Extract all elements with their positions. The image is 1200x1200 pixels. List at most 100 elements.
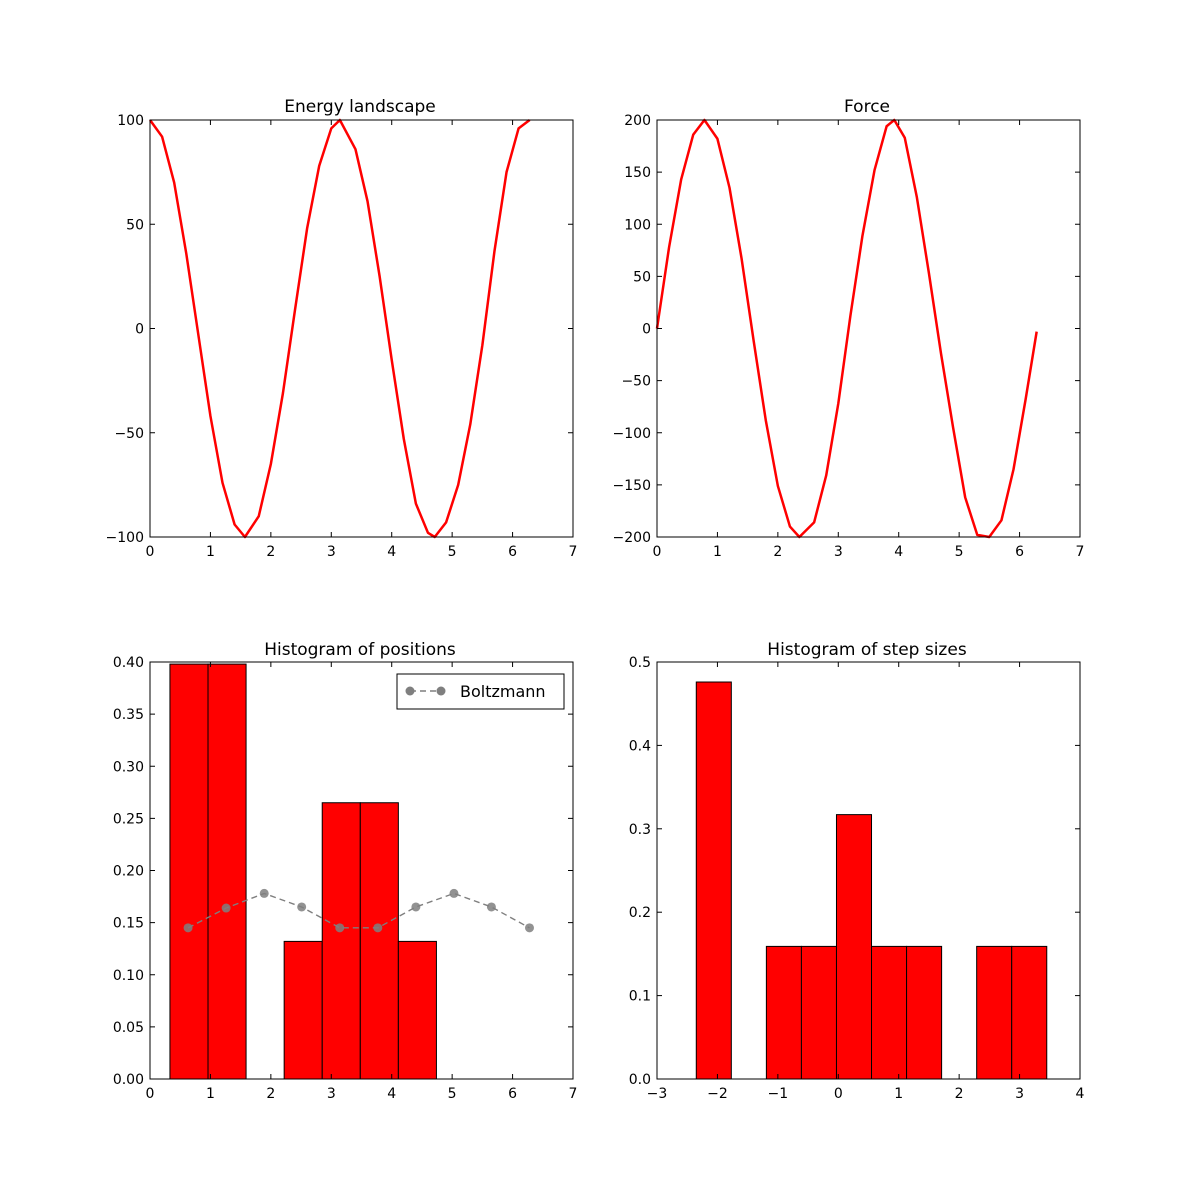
histogram-bar bbox=[765, 945, 802, 1080]
y-tick-label: 0.40 bbox=[113, 655, 144, 671]
y-tick-label: 0.15 bbox=[113, 916, 144, 932]
histogram-bar bbox=[359, 802, 399, 1080]
y-tick-label: 0 bbox=[642, 322, 651, 338]
legend: Boltzmann bbox=[396, 673, 565, 710]
x-tick-label: 5 bbox=[448, 1086, 457, 1102]
x-tick-label: −1 bbox=[768, 1086, 789, 1102]
energy-landscape-panel: Energy landscape 0 1 2 3 4 5 6 7 −100 −50 0 50 100 bbox=[106, 97, 578, 560]
y-tick-label: 0.5 bbox=[629, 655, 651, 671]
y-tick-label: 200 bbox=[624, 113, 651, 129]
series-line bbox=[655, 118, 1038, 539]
x-tick-label: 3 bbox=[327, 1086, 336, 1102]
x-tick-label: 7 bbox=[1076, 544, 1085, 560]
histogram-bar bbox=[283, 940, 323, 1080]
y-tick-label: 0 bbox=[135, 322, 144, 338]
positions-histogram-panel: Histogram of positions 0 1 2 3 4 5 6 7 0.00 0.05 0… bbox=[113, 640, 578, 1102]
x-tick-label: 4 bbox=[894, 544, 903, 560]
x-tick-label: 7 bbox=[569, 1086, 578, 1102]
x-tick-label: 1 bbox=[713, 544, 722, 560]
x-tick-label: 7 bbox=[569, 544, 578, 560]
force-plot-area bbox=[655, 118, 1038, 539]
x-tick-label: 0 bbox=[834, 1086, 843, 1102]
histogram-bar bbox=[169, 663, 209, 1080]
y-tick-label: 50 bbox=[126, 217, 144, 233]
x-tick-label: −3 bbox=[647, 1086, 668, 1102]
boltzmann-point bbox=[373, 923, 383, 933]
step-sizes-histogram-panel: Histogram of step sizes −3 −2 −1 0 1 2 3 4 0.0 0.… bbox=[629, 640, 1085, 1102]
positions-histogram-plot-area bbox=[169, 663, 534, 1080]
x-tick-label: 5 bbox=[955, 544, 964, 560]
step-sizes-histogram-title: Histogram of step sizes bbox=[767, 640, 967, 660]
histogram-bar bbox=[1011, 945, 1048, 1080]
y-tick-label: 0.25 bbox=[113, 811, 144, 827]
x-tick-label: 6 bbox=[1015, 544, 1024, 560]
histogram-bar bbox=[800, 945, 837, 1080]
y-tick-label: 0.4 bbox=[629, 738, 651, 754]
force-title: Force bbox=[844, 97, 890, 117]
y-tick-label: −50 bbox=[114, 426, 144, 442]
y-tick-label: −200 bbox=[613, 530, 651, 546]
histogram-bar bbox=[321, 802, 361, 1080]
x-tick-label: 0 bbox=[653, 544, 662, 560]
x-tick-label: 6 bbox=[508, 544, 517, 560]
x-tick-label: 2 bbox=[955, 1086, 964, 1102]
x-tick-label: 1 bbox=[894, 1086, 903, 1102]
energy-landscape-title: Energy landscape bbox=[284, 97, 436, 117]
x-tick-label: −2 bbox=[707, 1086, 728, 1102]
histogram-bar bbox=[976, 945, 1013, 1080]
x-tick-label: 5 bbox=[448, 544, 457, 560]
y-tick-label: 0.00 bbox=[113, 1072, 144, 1088]
histogram-bar bbox=[906, 945, 943, 1080]
force-panel: Force 0 1 2 3 4 5 6 7 −200 −150 −100 −50 0 50 100 150 20… bbox=[613, 97, 1085, 560]
histogram-bar bbox=[835, 814, 873, 1080]
legend-marker-swatch bbox=[405, 686, 415, 696]
legend-label-boltzmann: Boltzmann bbox=[460, 682, 546, 701]
y-tick-label: 50 bbox=[633, 269, 651, 285]
y-tick-label: 100 bbox=[117, 113, 144, 129]
y-tick-label: 0.10 bbox=[113, 968, 144, 984]
boltzmann-point bbox=[411, 902, 421, 912]
y-tick-label: −50 bbox=[621, 374, 651, 390]
x-tick-label: 2 bbox=[773, 544, 782, 560]
histogram-bar bbox=[397, 940, 437, 1080]
y-tick-label: 150 bbox=[624, 165, 651, 181]
step-sizes-histogram-axes-frame bbox=[656, 661, 1081, 1080]
boltzmann-point bbox=[335, 923, 345, 933]
y-tick-label: 0.35 bbox=[113, 707, 144, 723]
x-tick-label: 1 bbox=[206, 1086, 215, 1102]
y-tick-label: 0.3 bbox=[629, 822, 651, 838]
x-tick-label: 0 bbox=[146, 544, 155, 560]
x-tick-label: 4 bbox=[387, 1086, 396, 1102]
positions-histogram-title: Histogram of positions bbox=[264, 640, 456, 660]
boltzmann-point bbox=[259, 888, 269, 898]
x-tick-label: 3 bbox=[1015, 1086, 1024, 1102]
y-tick-label: −100 bbox=[613, 426, 651, 442]
step-sizes-histogram-plot-area bbox=[695, 681, 1048, 1080]
y-tick-label: 0.30 bbox=[113, 759, 144, 775]
boltzmann-line bbox=[187, 892, 530, 929]
histogram-bar bbox=[207, 663, 247, 1080]
boltzmann-point bbox=[524, 923, 534, 933]
y-tick-label: 0.2 bbox=[629, 905, 651, 921]
y-tick-label: 0.1 bbox=[629, 989, 651, 1005]
boltzmann-point bbox=[297, 902, 307, 912]
x-tick-label: 4 bbox=[1076, 1086, 1085, 1102]
boltzmann-point bbox=[449, 888, 459, 898]
x-tick-label: 2 bbox=[266, 1086, 275, 1102]
y-tick-label: −100 bbox=[106, 530, 144, 546]
x-tick-label: 3 bbox=[327, 544, 336, 560]
histogram-bar bbox=[871, 945, 908, 1080]
y-tick-label: 100 bbox=[624, 217, 651, 233]
x-tick-label: 0 bbox=[146, 1086, 155, 1102]
x-tick-label: 3 bbox=[834, 544, 843, 560]
x-tick-label: 4 bbox=[387, 544, 396, 560]
y-tick-label: 0.0 bbox=[629, 1072, 651, 1088]
y-tick-label: −150 bbox=[613, 478, 651, 494]
y-tick-label: 0.20 bbox=[113, 864, 144, 880]
y-tick-label: 0.05 bbox=[113, 1020, 144, 1036]
legend-marker-swatch bbox=[436, 686, 446, 696]
x-tick-label: 6 bbox=[508, 1086, 517, 1102]
boltzmann-point bbox=[486, 902, 496, 912]
x-tick-label: 2 bbox=[266, 544, 275, 560]
